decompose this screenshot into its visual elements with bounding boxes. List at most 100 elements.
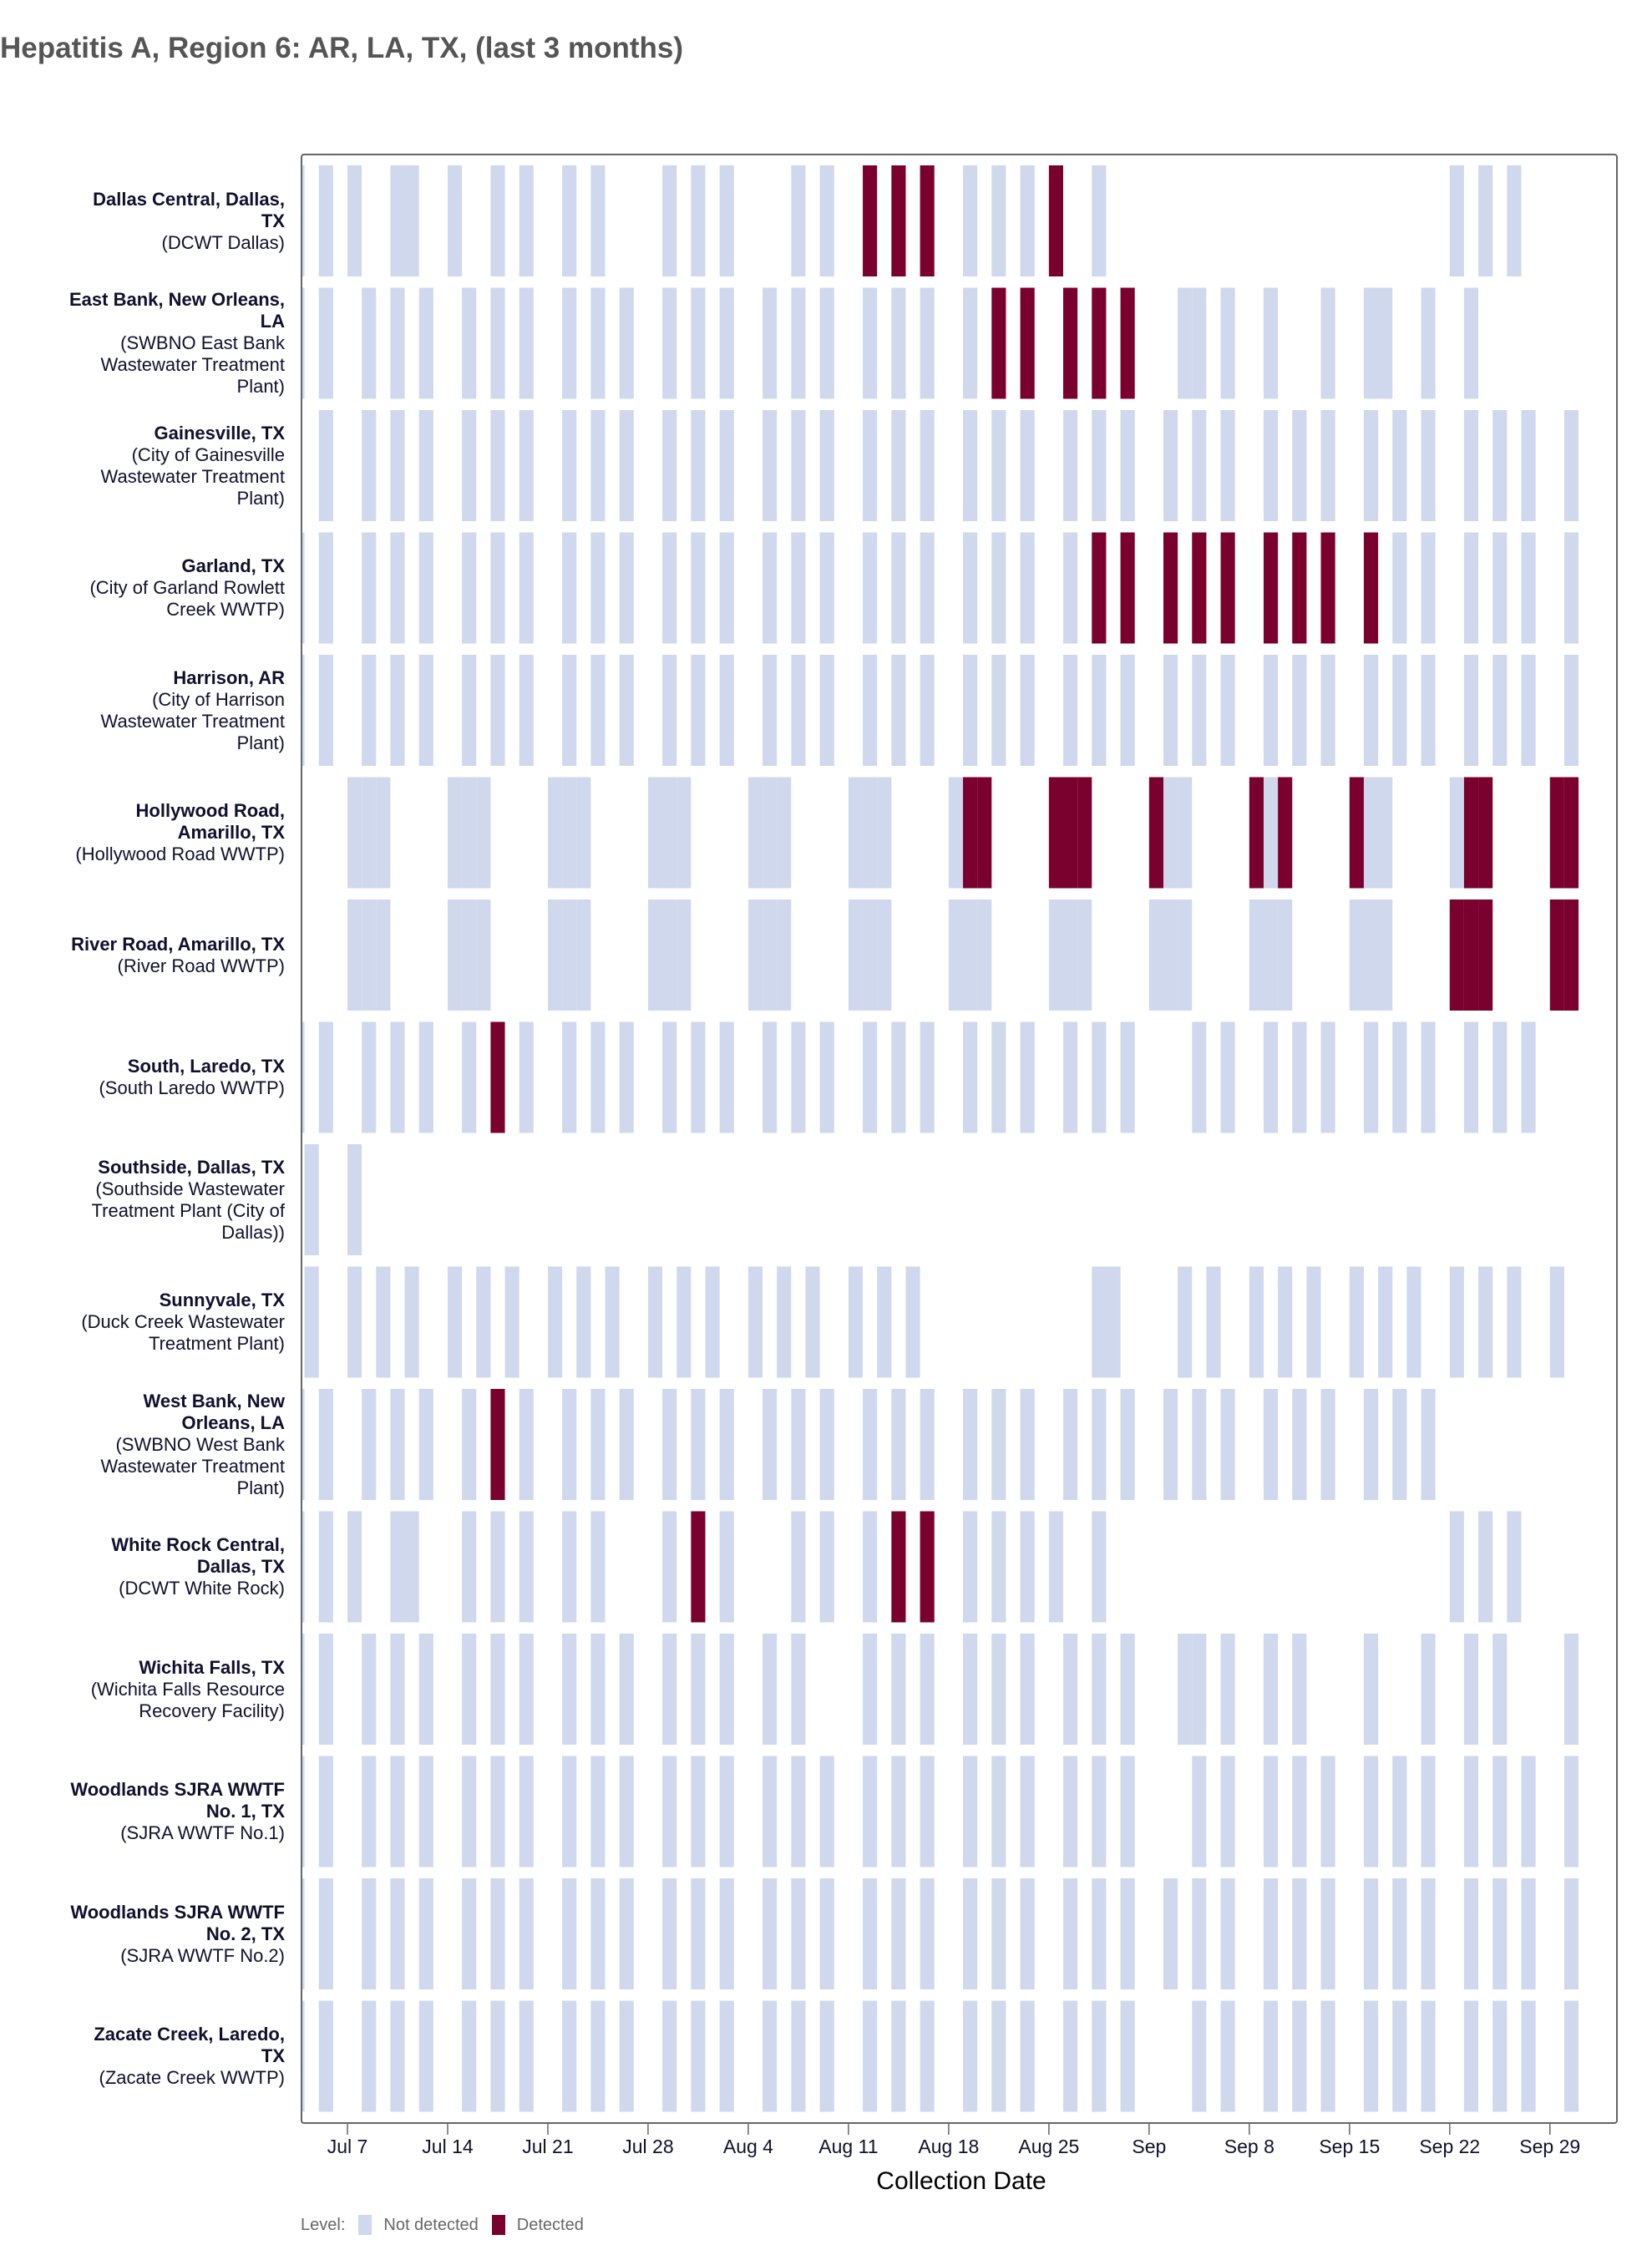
plant-name: (SWBNO East Bank (120, 332, 285, 353)
cell-not-detected (763, 1878, 778, 1989)
cell-not-detected (590, 655, 606, 766)
site-name: West Bank, New (143, 1390, 285, 1411)
x-tick-label: Jul 7 (327, 2136, 368, 2157)
cell-not-detected (662, 1021, 677, 1133)
cell-not-detected (318, 1389, 333, 1500)
cell-not-detected (1478, 165, 1493, 276)
cell-not-detected (1563, 532, 1579, 644)
cell-not-detected (891, 532, 906, 644)
cell-not-detected (948, 899, 964, 1011)
cell-not-detected (1563, 410, 1579, 521)
cell-not-detected (1463, 2000, 1479, 2112)
cell-not-detected (362, 287, 377, 399)
row-label: Woodlands SJRA WWTF No. 1, TX (SJRA WWTF N… (70, 1779, 285, 1844)
plant-name: (SJRA WWTF No.1) (120, 1822, 285, 1843)
cell-not-detected (1220, 1021, 1235, 1133)
cell-not-detected (719, 1389, 734, 1500)
cell-not-detected (476, 1266, 491, 1378)
cell-not-detected (1092, 1878, 1107, 1989)
cell-not-detected (791, 1878, 806, 1989)
plant-name: Plant) (236, 376, 285, 397)
cell-not-detected (1192, 287, 1207, 399)
cell-not-detected (863, 1756, 878, 1867)
cell-not-detected (1378, 777, 1393, 889)
legend-title: Level: (301, 2215, 346, 2234)
cell-not-detected (390, 287, 405, 399)
cell-not-detected (347, 1511, 362, 1623)
cell-not-detected (891, 410, 906, 521)
legend-swatch-not-detected (358, 2215, 372, 2235)
x-tick-label: Sep 29 (1519, 2136, 1581, 2157)
row-label: South, Laredo, TX (South Laredo WWTP) (99, 1056, 285, 1099)
cell-not-detected (1263, 1878, 1279, 1989)
plant-name: Wastewater Treatment (100, 354, 285, 375)
cell-not-detected (1178, 287, 1193, 399)
cell-not-detected (891, 287, 906, 399)
heatmap-row (347, 777, 1579, 889)
cell-not-detected (1148, 899, 1163, 1011)
cell-detected (1077, 777, 1092, 889)
cell-not-detected (490, 165, 505, 276)
cell-not-detected (963, 287, 978, 399)
cell-not-detected (1563, 1878, 1579, 1989)
cell-not-detected (1120, 1756, 1135, 1867)
heatmap-row (302, 532, 1579, 644)
cell-not-detected (963, 1878, 978, 1989)
cell-not-detected (1092, 655, 1107, 766)
cell-not-detected (920, 1389, 935, 1500)
cell-not-detected (519, 1756, 534, 1867)
plant-name: Creek WWTP) (166, 599, 285, 620)
cell-detected (1148, 777, 1163, 889)
heatmap-row (302, 1634, 1579, 1745)
cell-not-detected (1192, 1389, 1207, 1500)
row-label: River Road, Amarillo, TX (River Road WWTP… (71, 934, 285, 977)
cell-not-detected (719, 532, 734, 644)
site-name: Woodlands SJRA WWTF (70, 1779, 285, 1800)
cell-not-detected (1492, 410, 1508, 521)
cell-not-detected (362, 2000, 377, 2112)
cell-not-detected (705, 1266, 720, 1378)
plant-name: Dallas)) (221, 1221, 285, 1243)
legend-swatch-detected (491, 2215, 505, 2235)
cell-not-detected (390, 1389, 405, 1500)
cell-not-detected (318, 655, 333, 766)
cell-detected (1563, 899, 1579, 1011)
cell-not-detected (662, 165, 677, 276)
cell-not-detected (1206, 1266, 1221, 1378)
cell-not-detected (1563, 1634, 1579, 1745)
cell-not-detected (404, 1266, 419, 1378)
heatmap-row (302, 1756, 1579, 1867)
cell-not-detected (1492, 2000, 1508, 2112)
cell-not-detected (318, 532, 333, 644)
cell-not-detected (1092, 1389, 1107, 1500)
heatmap-row (347, 899, 1579, 1011)
cell-not-detected (763, 899, 778, 1011)
cell-not-detected (819, 1878, 834, 1989)
cell-not-detected (1292, 410, 1307, 521)
cell-not-detected (590, 410, 606, 521)
cell-not-detected (418, 532, 433, 644)
x-tick-label: Jul 14 (422, 2136, 474, 2157)
cell-not-detected (1292, 1878, 1307, 1989)
cell-not-detected (562, 410, 577, 521)
cell-not-detected (819, 410, 834, 521)
cell-not-detected (1163, 1389, 1178, 1500)
cell-not-detected (1278, 899, 1293, 1011)
cell-detected (1549, 899, 1564, 1011)
cell-not-detected (318, 287, 333, 399)
cell-not-detected (1320, 1756, 1335, 1867)
cell-not-detected (1020, 1878, 1035, 1989)
cell-detected (1263, 532, 1279, 644)
cell-not-detected (948, 777, 964, 889)
cell-not-detected (1120, 1878, 1135, 1989)
cell-not-detected (1449, 165, 1464, 276)
cell-not-detected (1063, 2000, 1078, 2112)
cell-not-detected (519, 1634, 534, 1745)
cell-detected (1063, 777, 1078, 889)
cell-not-detected (819, 2000, 834, 2112)
cell-not-detected (1363, 1756, 1379, 1867)
cell-not-detected (763, 1389, 778, 1500)
cell-not-detected (1178, 1266, 1193, 1378)
cell-not-detected (763, 655, 778, 766)
cell-not-detected (1378, 287, 1393, 399)
